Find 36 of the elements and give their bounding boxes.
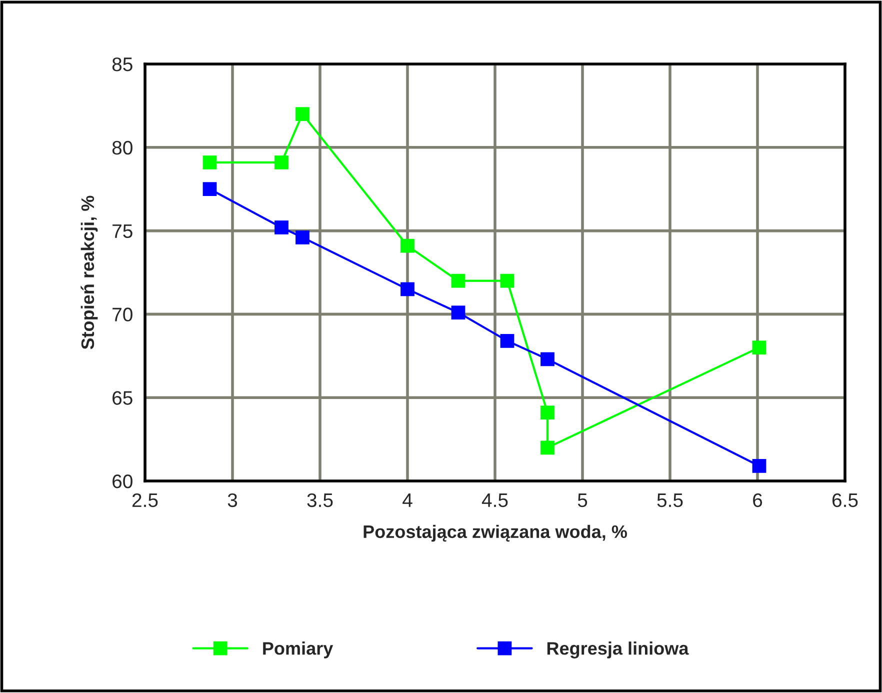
x-tick-label: 5.5 [657, 494, 683, 508]
point [752, 459, 766, 473]
point [451, 274, 466, 288]
x-tick-label: 3 [228, 493, 238, 508]
point [540, 440, 554, 455]
point [500, 334, 514, 348]
point [500, 274, 514, 288]
x-tick-label: 6 [753, 493, 762, 508]
x-tick-label: 3.5 [307, 493, 333, 508]
point [202, 155, 217, 170]
y-tick-label: 70 [112, 308, 132, 322]
x-tick-label: 6.5 [832, 493, 858, 508]
point [274, 155, 288, 170]
legend-label: Regresja liniowa [547, 642, 689, 658]
x-tick-label: 5 [578, 494, 588, 508]
point [202, 182, 217, 196]
point [752, 340, 766, 355]
point [296, 107, 310, 121]
x-tick-label: 2.5 [132, 493, 158, 508]
point [400, 282, 414, 296]
legend-label: Pomiary [263, 642, 334, 658]
point [296, 230, 310, 244]
point [540, 352, 554, 366]
point [274, 220, 288, 234]
point [451, 306, 466, 320]
y-tick-label: 75 [112, 224, 132, 238]
point [400, 238, 414, 253]
y-tick-label: 60 [112, 474, 132, 488]
x-tick-label: 4 [402, 494, 412, 507]
point [540, 406, 554, 420]
x-tick-label: 4.5 [482, 494, 508, 508]
y-tick-label: 65 [112, 391, 132, 405]
y-axis-title: Stopień reakcji, % [80, 196, 98, 350]
y-tick-label: 80 [112, 140, 132, 155]
y-tick-label: 85 [112, 57, 132, 72]
x-axis-title: Pozostająca związana woda, % [364, 524, 627, 542]
